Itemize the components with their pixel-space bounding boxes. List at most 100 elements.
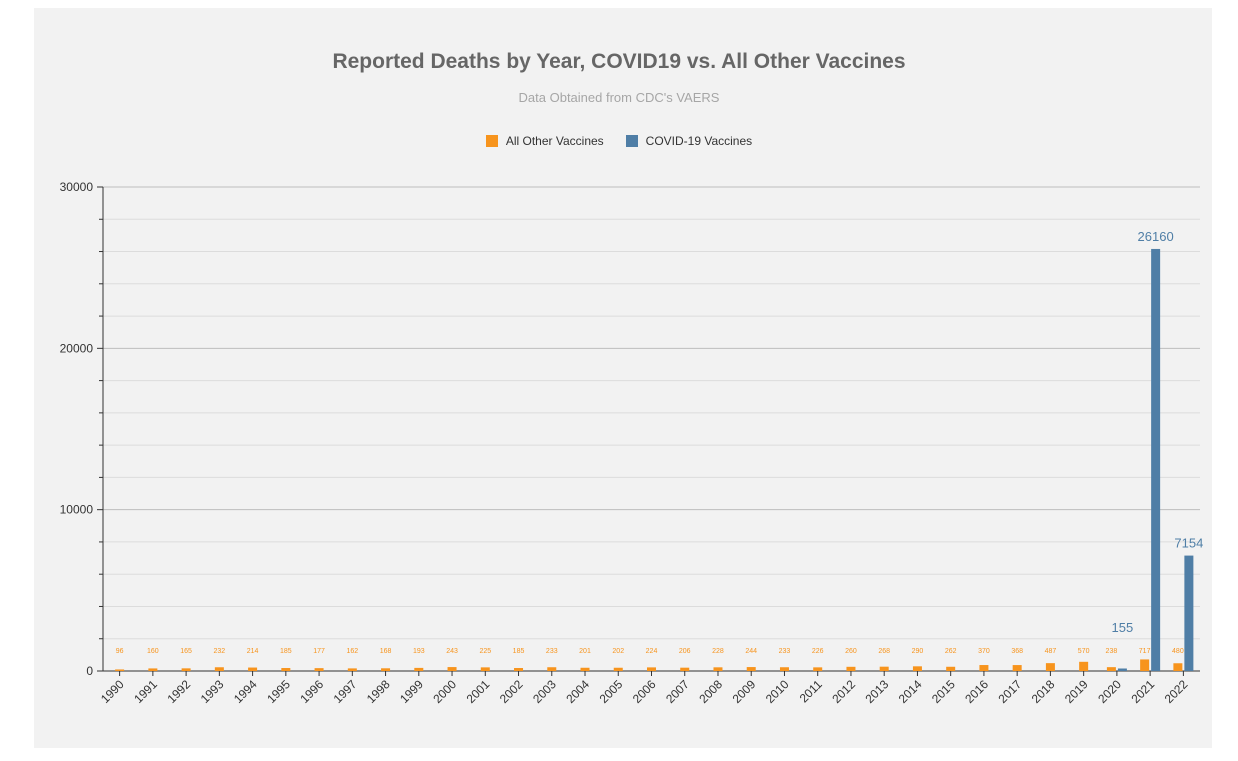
x-tick-label-2004: 2004 [563,677,592,706]
bar-all-other-2011[interactable] [813,667,823,671]
bar-all-other-2017[interactable] [1012,665,1022,671]
x-tick-label-2015: 2015 [929,677,958,706]
legend-item-covid[interactable]: COVID-19 Vaccines [625,134,752,148]
data-label-all-other-1998: 168 [380,648,392,655]
bar-all-other-2001[interactable] [480,667,490,671]
bar-all-other-2004[interactable] [580,667,590,671]
bar-all-other-2002[interactable] [514,668,524,671]
chart-panel [34,8,1212,748]
data-label-all-other-2000: 243 [446,648,458,655]
legend-swatch-covid [625,135,638,147]
x-tick-label-2020: 2020 [1095,677,1124,706]
x-tick-label-2016: 2016 [962,677,991,706]
data-label-covid-2020: 155 [1112,620,1134,635]
bar-all-other-2020[interactable] [1106,667,1116,671]
bar-all-other-2021[interactable] [1140,659,1150,671]
x-tick-label-2009: 2009 [730,677,759,706]
x-tick-label-1999: 1999 [397,677,426,706]
bar-all-other-2019[interactable] [1079,661,1089,671]
bar-all-other-1993[interactable] [214,667,224,671]
data-label-all-other-2021: 717 [1139,648,1151,655]
legend-swatch-all-other [485,135,498,147]
bar-all-other-2013[interactable] [879,666,889,671]
x-tick-label-2013: 2013 [863,677,892,706]
bar-all-other-2016[interactable] [979,665,989,671]
bar-all-other-1990[interactable] [115,669,125,671]
data-label-all-other-1991: 160 [147,648,159,655]
bar-all-other-1995[interactable] [281,668,291,671]
y-tick-label: 20000 [60,341,94,355]
data-label-all-other-2006: 224 [646,648,658,655]
data-label-all-other-2003: 233 [546,648,558,655]
bar-all-other-1999[interactable] [414,667,424,671]
x-tick-label-1998: 1998 [364,677,393,706]
data-label-all-other-2020: 238 [1106,648,1118,655]
data-label-all-other-1994: 214 [247,648,259,655]
x-tick-label-1994: 1994 [231,677,260,706]
x-tick-label-2001: 2001 [464,677,493,706]
bar-all-other-2007[interactable] [680,667,690,671]
data-label-all-other-2009: 244 [745,648,757,655]
data-label-all-other-2019: 570 [1078,648,1090,655]
data-label-all-other-2018: 487 [1045,648,1057,655]
x-tick-label-1993: 1993 [198,677,227,706]
bar-all-other-2014[interactable] [912,666,922,671]
bar-all-other-2008[interactable] [713,667,723,671]
data-label-covid-2021: 26160 [1138,229,1174,244]
data-label-all-other-2011: 226 [812,648,824,655]
bar-covid-2022[interactable] [1184,555,1194,671]
bar-all-other-2018[interactable] [1045,663,1055,671]
data-label-all-other-2013: 268 [878,648,890,655]
x-tick-label-2006: 2006 [630,677,659,706]
data-label-all-other-1996: 177 [313,648,325,655]
data-label-all-other-2010: 233 [779,648,791,655]
bar-all-other-2022[interactable] [1173,663,1183,671]
bar-all-other-1994[interactable] [248,667,258,671]
data-label-all-other-2022: 480 [1172,648,1184,655]
bar-all-other-2010[interactable] [779,667,789,671]
bar-all-other-2003[interactable] [547,667,557,671]
data-label-all-other-1992: 165 [180,648,192,655]
x-tick-label-2002: 2002 [497,677,526,706]
bar-all-other-1997[interactable] [347,668,357,671]
bar-all-other-2006[interactable] [647,667,656,671]
x-tick-label-2014: 2014 [896,677,925,706]
bar-all-other-2009[interactable] [746,667,756,671]
x-tick-label-2010: 2010 [763,677,792,706]
chart-title: Reported Deaths by Year, COVID19 vs. All… [332,50,906,73]
data-label-all-other-2016: 370 [978,648,990,655]
y-tick-label: 30000 [60,180,94,194]
bar-all-other-2012[interactable] [846,666,856,671]
bar-all-other-1998[interactable] [381,668,391,671]
legend-label-all-other: All Other Vaccines [505,134,604,148]
x-tick-label-2017: 2017 [996,677,1025,706]
data-label-all-other-2008: 228 [712,648,724,655]
x-tick-label-1996: 1996 [297,677,326,706]
data-label-all-other-2014: 290 [912,648,924,655]
x-tick-label-1991: 1991 [131,677,160,706]
bar-all-other-1996[interactable] [314,668,324,671]
bar-all-other-2000[interactable] [447,667,457,671]
y-tick-label: 0 [86,664,93,678]
x-tick-label-2008: 2008 [696,677,725,706]
legend-item-all-other[interactable]: All Other Vaccines [485,134,604,148]
data-label-all-other-1999: 193 [413,648,425,655]
bar-all-other-1991[interactable] [148,668,158,671]
bar-covid-2020[interactable] [1117,668,1127,671]
x-tick-label-1990: 1990 [98,677,127,706]
data-label-all-other-2004: 201 [579,648,591,655]
x-tick-label-2012: 2012 [829,677,858,706]
data-label-all-other-1995: 185 [280,648,292,655]
bar-all-other-2005[interactable] [613,667,623,671]
data-label-all-other-2017: 368 [1011,648,1023,655]
x-tick-label-1997: 1997 [331,677,360,706]
x-tick-label-2019: 2019 [1062,677,1091,706]
bar-all-other-1992[interactable] [181,668,191,671]
data-label-all-other-1993: 232 [214,648,226,655]
x-tick-label-2005: 2005 [597,677,626,706]
bar-covid-2021[interactable] [1151,248,1161,671]
x-tick-label-2003: 2003 [530,677,559,706]
x-tick-label-2000: 2000 [430,677,459,706]
bar-all-other-2015[interactable] [946,666,956,671]
